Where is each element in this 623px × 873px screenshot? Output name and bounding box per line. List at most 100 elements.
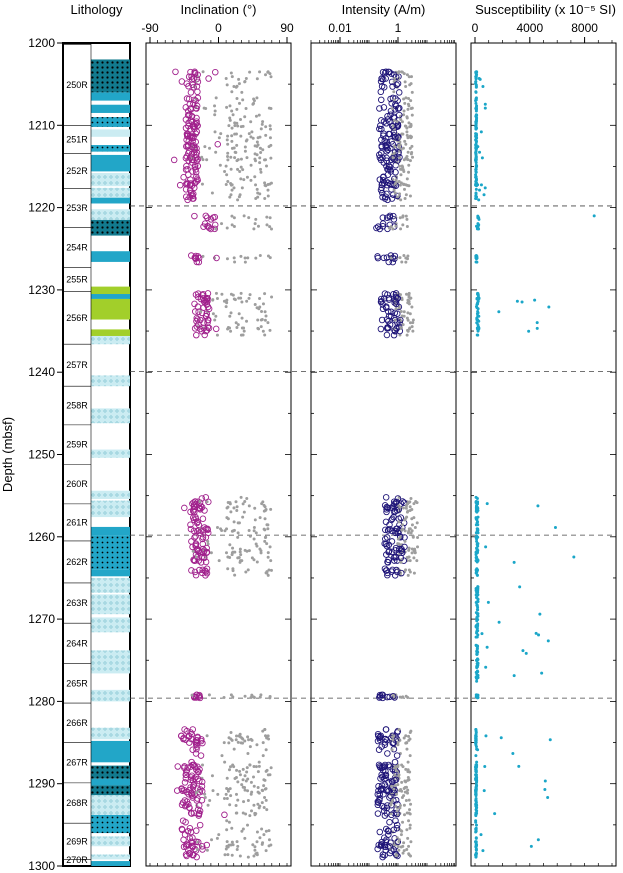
intensity-point	[393, 325, 400, 333]
susceptibility-point	[486, 600, 490, 604]
inclination-nrm-point	[214, 150, 218, 154]
inclination-point	[192, 741, 200, 748]
y-tick-label: 1280	[28, 694, 55, 708]
intensity-nrm-point	[393, 191, 397, 195]
inclination-nrm-point	[208, 146, 212, 150]
susceptibility-point	[474, 85, 478, 89]
susceptibility-point	[518, 585, 522, 589]
inclination-point	[198, 782, 206, 790]
intensity-point	[389, 515, 396, 523]
intensity-nrm-point	[407, 734, 411, 738]
intensity-nrm-point	[410, 113, 414, 117]
intensity-point	[382, 526, 389, 534]
inclination-nrm-point	[226, 501, 230, 505]
susceptibility-point	[476, 299, 480, 303]
inclination-point	[176, 181, 184, 189]
susceptibility-point	[480, 156, 484, 160]
inclination-nrm-point	[201, 70, 205, 74]
inclination-point	[198, 503, 206, 511]
inclination-nrm-point	[229, 794, 233, 798]
core-label: 251R	[66, 134, 88, 144]
inclination-nrm-point	[246, 798, 250, 802]
lithology-unit-ice	[91, 173, 130, 187]
intensity-nrm-point	[405, 811, 409, 815]
susceptibility-point	[484, 734, 488, 738]
susceptibility-point	[474, 151, 478, 155]
inclination-nrm-point	[249, 120, 253, 124]
inclination-point	[190, 851, 197, 859]
core-label: 270R	[66, 855, 88, 865]
susceptibility-point	[476, 323, 480, 327]
susceptibility-point	[535, 326, 539, 330]
inclination-point	[178, 785, 186, 793]
inclination-nrm-point	[226, 517, 230, 521]
inclination-nrm-point	[229, 730, 233, 734]
susceptibility-point	[474, 143, 478, 147]
inclination-nrm-point	[233, 776, 237, 780]
intensity-point	[391, 508, 398, 516]
inclination-nrm-point	[247, 738, 251, 742]
inclination-nrm-point	[239, 495, 243, 499]
susceptibility-point	[475, 333, 479, 337]
inclination-nrm-point	[243, 115, 247, 119]
intensity-nrm-point	[409, 531, 413, 535]
intensity-point	[394, 80, 402, 87]
susceptibility-point	[520, 300, 524, 304]
inclination-nrm-point	[264, 314, 268, 318]
intensity-nrm-point	[404, 85, 408, 89]
intensity-point	[379, 177, 387, 184]
inclination-nrm-point	[263, 181, 267, 185]
inclination-nrm-point	[242, 800, 246, 804]
x-tick-label-inclination: 90	[280, 21, 294, 35]
y-tick-label: 1270	[28, 612, 55, 626]
inclination-nrm-point	[229, 181, 233, 185]
intensity-point	[379, 301, 386, 308]
susceptibility-point	[474, 82, 478, 86]
panel-frame-susceptibility	[470, 42, 617, 867]
inclination-point	[185, 73, 193, 81]
intensity-nrm-point	[408, 194, 412, 198]
susceptibility-point	[543, 788, 547, 792]
inclination-nrm-point	[263, 796, 267, 800]
susceptibility-point	[474, 848, 478, 852]
intensity-nrm-point	[411, 318, 415, 322]
lithology-unit-teal	[91, 294, 130, 299]
intensity-nrm-point	[402, 736, 406, 740]
inclination-nrm-point	[235, 840, 239, 844]
inclination-nrm-point	[239, 291, 243, 295]
intensity-point	[380, 118, 388, 125]
inclination-point	[190, 527, 198, 535]
inclination-point	[187, 521, 194, 529]
susceptibility-point	[475, 760, 479, 764]
intensity-nrm-point	[393, 145, 397, 149]
susceptibility-point	[474, 768, 478, 772]
intensity-nrm-point	[407, 738, 411, 742]
inclination-point	[204, 290, 212, 297]
intensity-nrm-point	[409, 136, 413, 140]
inclination-point	[211, 221, 219, 229]
inclination-nrm-point	[266, 527, 270, 531]
inclination-nrm-point	[238, 547, 242, 551]
inclination-nrm-point	[263, 333, 267, 337]
intensity-nrm-point	[410, 144, 414, 148]
inclination-nrm-point	[226, 325, 230, 329]
inclination-nrm-point	[208, 798, 212, 802]
susceptibility-point	[483, 106, 487, 110]
intensity-point	[394, 838, 402, 846]
inclination-point	[187, 117, 194, 124]
susceptibility-point	[538, 612, 542, 616]
inclination-nrm-point	[261, 789, 265, 793]
intensity-nrm-point	[395, 120, 399, 124]
susceptibility-point	[515, 299, 519, 303]
inclination-nrm-point	[213, 109, 217, 113]
inclination-nrm-point	[234, 85, 238, 89]
chart-panels: Lithology Inclination (°) -90 0 90 Intensity …	[62, 2, 617, 867]
inclination-nrm-point	[266, 321, 270, 325]
intensity-nrm-point	[407, 97, 411, 101]
susceptibility-point	[474, 635, 478, 639]
inclination-nrm-point	[213, 130, 217, 134]
intensity-nrm-point	[406, 836, 410, 840]
intensity-nrm-point	[408, 808, 412, 812]
intensity-nrm-point	[400, 296, 404, 300]
inclination-point	[214, 140, 221, 148]
